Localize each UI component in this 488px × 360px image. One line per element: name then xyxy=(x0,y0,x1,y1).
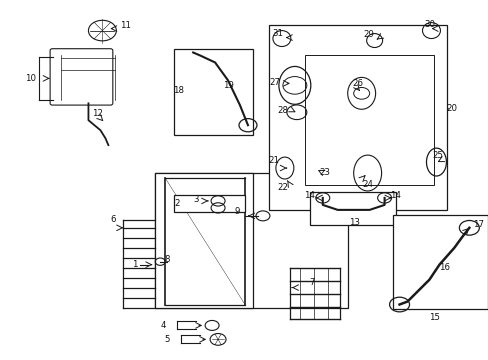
Text: 8: 8 xyxy=(164,255,170,264)
Text: 16: 16 xyxy=(438,263,449,272)
Bar xyxy=(392,215,488,310)
Text: 18: 18 xyxy=(172,86,183,95)
Bar xyxy=(174,195,244,212)
FancyBboxPatch shape xyxy=(50,49,113,105)
Text: 3: 3 xyxy=(193,195,199,204)
Text: 14: 14 xyxy=(304,192,315,201)
Text: 24: 24 xyxy=(362,180,372,189)
Text: 31: 31 xyxy=(272,29,283,38)
Text: 4: 4 xyxy=(160,321,165,330)
Bar xyxy=(155,173,252,307)
Text: 5: 5 xyxy=(164,335,170,344)
Text: 22: 22 xyxy=(277,184,288,193)
Text: 25: 25 xyxy=(431,150,442,159)
Text: 21: 21 xyxy=(268,156,279,165)
Text: 13: 13 xyxy=(348,218,360,227)
Text: 15: 15 xyxy=(428,313,439,322)
Bar xyxy=(268,24,447,210)
Text: 2: 2 xyxy=(174,199,180,208)
Text: 17: 17 xyxy=(472,220,483,229)
Text: 11: 11 xyxy=(120,21,131,30)
Bar xyxy=(174,49,252,135)
Text: 27: 27 xyxy=(269,78,280,87)
Text: 30: 30 xyxy=(423,20,434,29)
Text: 20: 20 xyxy=(445,104,456,113)
Bar xyxy=(155,173,347,307)
Text: 9: 9 xyxy=(234,207,239,216)
Text: 6: 6 xyxy=(110,215,116,224)
Text: 26: 26 xyxy=(351,79,363,88)
Text: 14: 14 xyxy=(389,192,400,201)
Bar xyxy=(304,55,433,185)
Bar xyxy=(309,192,395,225)
Text: 12: 12 xyxy=(92,109,102,118)
Text: 10: 10 xyxy=(25,74,36,83)
Text: 1: 1 xyxy=(131,260,137,269)
Text: 28: 28 xyxy=(277,106,288,115)
Text: 7: 7 xyxy=(308,278,314,287)
Text: 19: 19 xyxy=(222,81,233,90)
Text: 29: 29 xyxy=(363,30,373,39)
Text: 23: 23 xyxy=(319,167,329,176)
